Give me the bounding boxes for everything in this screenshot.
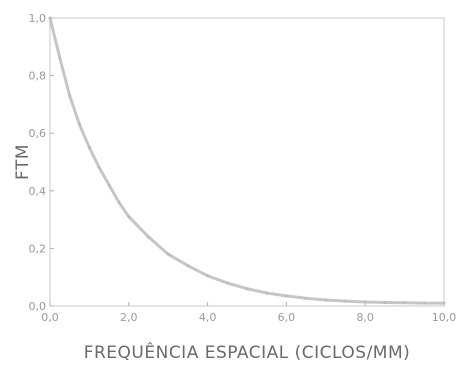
plot-frame <box>49 17 445 307</box>
data-point <box>285 294 288 298</box>
data-point <box>68 94 72 98</box>
data-point <box>206 274 210 278</box>
y-tick-label: 1,0 <box>29 12 47 25</box>
data-point <box>383 301 387 304</box>
series-layer <box>48 16 446 305</box>
ticks: 0,0 2,0 4,0 6,0 8,0 10,0 0,0 0,2 0,4 0,6 0,8 1,0 <box>29 12 457 324</box>
data-point <box>147 235 150 239</box>
x-tick-label: 8,0 <box>356 311 374 324</box>
data-point <box>88 146 91 150</box>
x-tick-label: 0,0 <box>41 311 59 324</box>
series-line <box>48 16 446 305</box>
x-tick-label: 4,0 <box>199 311 217 324</box>
data-point <box>363 300 367 304</box>
data-point <box>344 299 347 303</box>
data-point <box>304 296 308 300</box>
data-point <box>166 252 170 256</box>
x-axis-title: FREQUÊNCIA ESPACIAL (CICLOS/MM) <box>84 341 411 363</box>
y-tick-label: 0,8 <box>29 70 47 83</box>
data-point <box>265 291 269 295</box>
y-tick-label: 0,4 <box>29 185 47 198</box>
data-point <box>442 301 446 305</box>
x-tick-label: 10,0 <box>432 311 457 324</box>
y-axis-title: FTM <box>13 144 33 180</box>
y-tick-label: 0,0 <box>29 300 47 313</box>
data-point <box>127 215 131 219</box>
data-point <box>58 56 62 60</box>
data-point <box>403 301 406 305</box>
data-point <box>107 183 111 187</box>
data-point <box>422 301 426 305</box>
data-point <box>117 200 121 204</box>
data-point <box>225 281 229 285</box>
y-tick-label: 0,2 <box>29 242 47 255</box>
data-point <box>245 287 249 291</box>
data-point <box>78 123 81 126</box>
data-point <box>324 298 328 302</box>
x-tick-label: 6,0 <box>278 311 296 324</box>
data-point <box>48 16 52 20</box>
data-point <box>186 264 190 268</box>
x-tick-label: 2,0 <box>120 311 138 324</box>
y-tick-label: 0,6 <box>29 127 47 140</box>
data-point <box>97 166 101 170</box>
